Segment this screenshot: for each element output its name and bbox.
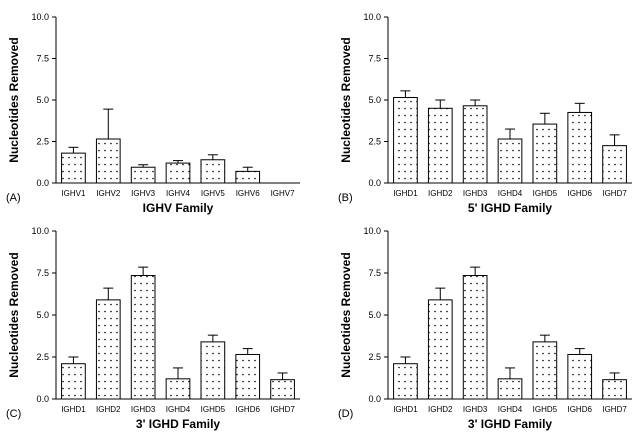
- y-tick-label: 2.5: [368, 352, 381, 362]
- y-tick-label: 2.5: [36, 137, 49, 147]
- x-tick-label: IGHD4: [166, 405, 191, 414]
- bar: [462, 275, 488, 400]
- bar: [61, 152, 86, 184]
- x-tick-label: IGHV6: [236, 189, 261, 198]
- panel-label: (C): [6, 408, 21, 420]
- bar: [567, 353, 593, 400]
- x-tick-label: IGHD1: [393, 189, 418, 198]
- x-tick-label: IGHV5: [201, 189, 226, 198]
- y-tick-label: 5.0: [36, 310, 49, 320]
- x-tick-label: IGHD1: [393, 405, 418, 414]
- y-axis-title: Nucleotides Removed: [339, 252, 353, 377]
- y-tick-label: 10.0: [363, 226, 381, 236]
- x-tick-label: IGHD2: [96, 405, 121, 414]
- x-tick-label: IGHD5: [533, 189, 558, 198]
- bar: [497, 378, 523, 400]
- bar: [393, 97, 418, 184]
- x-tick-label: IGHV3: [131, 189, 156, 198]
- y-tick-label: 7.5: [36, 268, 49, 278]
- y-tick-label: 7.5: [368, 268, 381, 278]
- x-tick-label: IGHD6: [235, 405, 260, 414]
- x-tick-label: IGHD3: [131, 405, 156, 414]
- bar: [602, 145, 627, 184]
- bar: [393, 363, 418, 400]
- x-axis-title: 3' IGHD Family: [136, 417, 221, 431]
- chart-panel-2: 0.0 2.5 5.0 7.5 10.0 IGHD1 IGHD2 IGHD3 IGHD4 IGHD…: [338, 12, 632, 215]
- x-tick-label: IGHD7: [602, 189, 627, 198]
- x-axis-title: 3' IGHD Family: [468, 417, 553, 431]
- bar: [200, 159, 226, 184]
- bar: [95, 138, 121, 184]
- y-tick-label: 10.0: [31, 226, 49, 236]
- bar: [130, 275, 156, 400]
- chart-panel-1: 0.0 2.5 5.0 7.5 10.0 IGHV1 IGHV2 IGHV3 IGHV4 IGHV…: [6, 12, 300, 215]
- y-tick-label: 10.0: [363, 12, 381, 22]
- bar: [602, 379, 627, 400]
- panel-label: (B): [338, 192, 353, 204]
- y-tick-label: 0.0: [368, 178, 381, 188]
- bar: [95, 299, 121, 400]
- x-tick-label: IGHD1: [61, 405, 86, 414]
- x-tick-label: IGHV4: [166, 189, 191, 198]
- y-tick-label: 0.0: [368, 394, 381, 404]
- panel-label: (D): [338, 408, 353, 420]
- y-tick-label: 7.5: [368, 54, 381, 64]
- panel-label: (A): [6, 192, 21, 204]
- bar: [427, 299, 453, 400]
- x-axis-title: 5' IGHD Family: [468, 201, 553, 215]
- bar: [235, 170, 261, 184]
- x-tick-label: IGHD7: [270, 405, 295, 414]
- y-tick-label: 2.5: [368, 137, 381, 147]
- y-tick-label: 5.0: [368, 310, 381, 320]
- bar: [130, 166, 156, 184]
- x-tick-label: IGHD4: [498, 189, 523, 198]
- bar: [532, 123, 558, 184]
- x-tick-label: IGHV7: [271, 189, 296, 198]
- bar: [61, 363, 86, 400]
- bar: [567, 111, 593, 184]
- bar: [165, 378, 191, 400]
- x-tick-label: IGHD7: [602, 405, 627, 414]
- bar: [270, 379, 295, 400]
- y-tick-label: 0.0: [36, 394, 49, 404]
- y-tick-label: 5.0: [36, 95, 49, 105]
- bar: [235, 353, 261, 400]
- x-tick-label: IGHD2: [428, 189, 453, 198]
- x-tick-label: IGHD5: [201, 405, 226, 414]
- y-tick-label: 5.0: [368, 95, 381, 105]
- x-tick-label: IGHD6: [567, 405, 592, 414]
- bar: [427, 107, 453, 184]
- bar: [462, 105, 488, 184]
- bar: [532, 341, 558, 400]
- y-tick-label: 10.0: [31, 12, 49, 22]
- y-tick-label: 2.5: [36, 352, 49, 362]
- y-axis-title: Nucleotides Removed: [7, 252, 21, 377]
- x-tick-label: IGHD4: [498, 405, 523, 414]
- x-tick-label: IGHV1: [61, 189, 86, 198]
- chart-panel-4: 0.0 2.5 5.0 7.5 10.0 IGHD1 IGHD2 IGHD3 IGHD4 IGHD…: [338, 226, 632, 431]
- y-tick-label: 0.0: [36, 178, 49, 188]
- x-tick-label: IGHD3: [463, 189, 488, 198]
- x-tick-label: IGHD6: [567, 189, 592, 198]
- x-tick-label: IGHD3: [463, 405, 488, 414]
- x-tick-label: IGHV2: [96, 189, 121, 198]
- x-tick-label: IGHD5: [533, 405, 558, 414]
- bar: [200, 341, 226, 400]
- y-tick-label: 7.5: [36, 54, 49, 64]
- y-axis-title: Nucleotides Removed: [339, 37, 353, 162]
- y-axis-title: Nucleotides Removed: [7, 37, 21, 162]
- bar: [497, 138, 523, 184]
- x-tick-label: IGHD2: [428, 405, 453, 414]
- chart-panel-3: 0.0 2.5 5.0 7.5 10.0 IGHD1 IGHD2 IGHD3 IGHD4 IGHD…: [6, 226, 300, 431]
- bar: [165, 162, 191, 184]
- x-axis-title: IGHV Family: [143, 201, 214, 215]
